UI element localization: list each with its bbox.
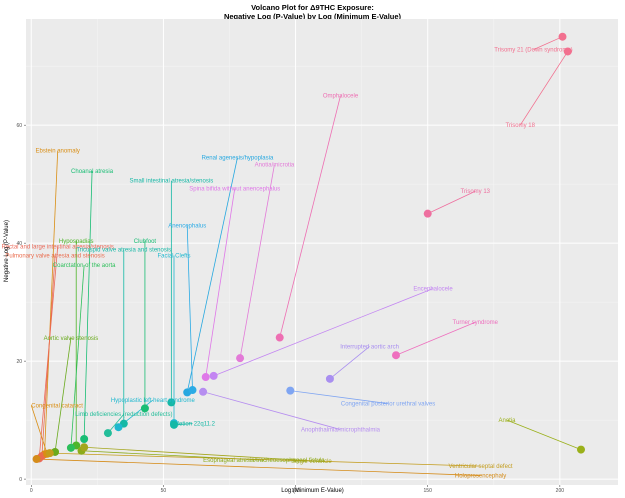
data-point (32, 455, 41, 464)
y-tick-label: 0 (19, 477, 22, 483)
data-point (114, 423, 123, 432)
label-connector (519, 51, 569, 126)
label-connector (205, 188, 236, 378)
label-connector (41, 255, 56, 457)
label-connector (395, 321, 476, 356)
data-point (563, 47, 572, 56)
x-tick-label: 150 (424, 488, 433, 494)
data-label: Trisomy 13 (461, 189, 491, 195)
data-point (201, 373, 210, 382)
data-point (286, 386, 295, 395)
label-connector (213, 288, 434, 377)
data-label: Anophthalmia/microphthalmia (301, 428, 381, 434)
data-point (577, 445, 585, 454)
label-connector (506, 419, 582, 450)
y-tick-label: 40 (16, 241, 22, 247)
label-connector (533, 36, 563, 51)
data-label: Pulmonary valve atresia and stenosis (5, 254, 104, 260)
data-point (80, 434, 89, 443)
data-point (275, 333, 284, 342)
data-point (392, 351, 400, 360)
data-point (140, 404, 149, 413)
data-label: Clubfoot (134, 239, 157, 245)
label-connector (329, 346, 370, 380)
data-label: Trisomy 21 (Down syndrome) (494, 48, 572, 54)
label-connector (83, 171, 93, 440)
data-label: Coarctation of the aorta (53, 263, 116, 269)
label-connector (186, 157, 238, 393)
data-label: Deletion 22q11.2 (170, 422, 216, 428)
data-label: Tricuspid valve atresia and stenosis (76, 248, 171, 254)
data-label: Anotia/microtia (255, 163, 295, 169)
data-label: Aortic valve stenosis (44, 336, 99, 342)
data-label: Hypoplastic left heart syndrome (111, 398, 196, 404)
data-point (209, 371, 218, 380)
chart-title: Volcano Plot for Δ9THC Exposure: (251, 3, 374, 12)
data-label: Small intestinal atresia/stenosis (129, 179, 213, 185)
data-label: Omphalocele (323, 94, 359, 100)
plot-panel (26, 19, 618, 485)
data-point (103, 429, 112, 438)
data-point (188, 386, 197, 395)
label-connector (44, 150, 59, 455)
data-label: Anotia (498, 418, 516, 424)
data-label: Turner syndrome (453, 320, 499, 326)
data-label: Hypospadias (59, 239, 94, 245)
x-tick-label: 0 (30, 488, 33, 494)
label-connector (84, 446, 312, 462)
label-connector (36, 458, 481, 476)
label-connector (49, 452, 481, 467)
data-point (45, 449, 54, 458)
data-point (66, 443, 75, 452)
data-label: Anencephalus (168, 223, 206, 229)
data-label: Congenital posterior urethral valves (341, 402, 435, 408)
data-label: Ventricular septal defect (449, 464, 513, 470)
label-connector (239, 164, 275, 359)
data-label: Rectal and large intestinal atresia/sten… (2, 245, 114, 251)
data-label: Single ventricle (291, 459, 332, 465)
chart-subtitle: Negative Log (P-Value) by Log (Minimum E… (223, 12, 402, 21)
label-connector (427, 190, 476, 215)
data-label: Ebstein anomaly (36, 149, 80, 155)
x-tick-label: 100 (291, 488, 300, 494)
y-tick-label: 60 (16, 123, 22, 129)
data-point (423, 209, 432, 218)
label-connector (290, 390, 389, 404)
data-label: Encephalocele (413, 287, 453, 293)
label-connector (54, 338, 72, 453)
data-label: Limb deficiencies (reduction defects) (75, 412, 172, 418)
y-axis-title: Negative Log (P-Value) (4, 220, 10, 282)
data-point (167, 398, 176, 407)
x-tick-label: 200 (556, 488, 565, 494)
data-point (236, 354, 245, 363)
y-tick-label: 20 (16, 359, 22, 365)
label-connector (186, 225, 193, 391)
label-connector (30, 405, 48, 454)
data-label: Interrupted aortic arch (340, 344, 399, 350)
x-tick-label: 50 (161, 488, 167, 494)
label-connector (107, 413, 125, 434)
data-label: Congenital cataract (31, 403, 83, 409)
label-connector (202, 391, 341, 430)
data-label: Spina bifida without anencephalus (189, 186, 280, 192)
label-connector (279, 95, 341, 338)
data-point (170, 420, 178, 429)
data-point (325, 374, 334, 383)
data-label: Esophageal atresia/tracheoesophageal fis… (203, 458, 325, 464)
data-label: Facial Clefts (157, 254, 190, 260)
data-label: Choanal atresia (71, 169, 114, 175)
x-axis-title: Log (Minimum E-Value) (281, 488, 344, 494)
label-connector (70, 264, 85, 448)
data-point (558, 32, 567, 41)
data-label: Holoprosencephaly (455, 474, 506, 480)
data-label: Trisomy 18 (505, 123, 535, 129)
data-point (199, 387, 208, 396)
data-label: Renal agenesis/hypoplasia (202, 156, 274, 162)
data-point (80, 443, 89, 452)
